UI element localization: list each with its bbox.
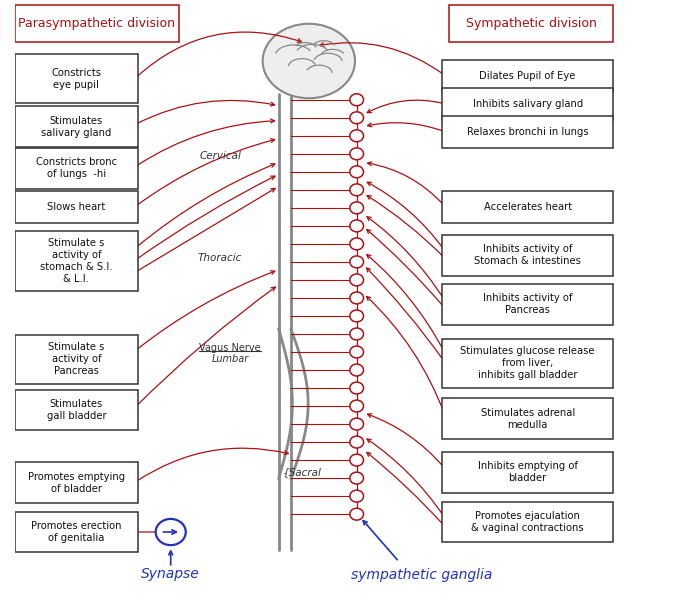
Circle shape <box>350 472 363 484</box>
Text: Stimulates glucose release
from liver,
inhibits gall bladder: Stimulates glucose release from liver, i… <box>461 346 595 380</box>
Text: Vagus Nerve: Vagus Nerve <box>199 343 261 353</box>
Circle shape <box>350 274 363 286</box>
Circle shape <box>350 508 363 520</box>
FancyBboxPatch shape <box>442 235 613 276</box>
Circle shape <box>350 382 363 394</box>
FancyBboxPatch shape <box>442 60 613 92</box>
Circle shape <box>350 256 363 268</box>
Circle shape <box>350 490 363 502</box>
FancyBboxPatch shape <box>442 284 613 325</box>
Circle shape <box>350 184 363 196</box>
Text: Sympathetic division: Sympathetic division <box>466 17 596 30</box>
Circle shape <box>350 400 363 412</box>
FancyBboxPatch shape <box>15 231 138 291</box>
Text: sympathetic ganglia: sympathetic ganglia <box>351 568 492 582</box>
Circle shape <box>350 94 363 106</box>
FancyBboxPatch shape <box>15 55 138 104</box>
Text: Lumbar: Lumbar <box>211 354 248 364</box>
Circle shape <box>350 310 363 322</box>
Text: Inhibits emptying of
bladder: Inhibits emptying of bladder <box>477 461 578 483</box>
Text: Stimulates
gall bladder: Stimulates gall bladder <box>46 399 106 421</box>
Text: Thoracic: Thoracic <box>197 253 241 263</box>
Text: Synapse: Synapse <box>141 567 200 581</box>
FancyBboxPatch shape <box>15 5 179 42</box>
Circle shape <box>350 220 363 232</box>
Circle shape <box>350 418 363 430</box>
Circle shape <box>350 292 363 304</box>
Text: Inhibits activity of
Pancreas: Inhibits activity of Pancreas <box>483 294 573 315</box>
Text: Slows heart: Slows heart <box>47 202 106 212</box>
Text: {Sacral: {Sacral <box>283 467 321 477</box>
FancyBboxPatch shape <box>442 88 613 120</box>
FancyBboxPatch shape <box>15 148 138 189</box>
FancyBboxPatch shape <box>15 191 138 223</box>
FancyBboxPatch shape <box>15 335 138 383</box>
FancyBboxPatch shape <box>442 339 613 388</box>
FancyBboxPatch shape <box>449 5 613 42</box>
Text: Dilates Pupil of Eye: Dilates Pupil of Eye <box>480 71 576 81</box>
Text: Inhibits activity of
Stomach & intestines: Inhibits activity of Stomach & intestine… <box>474 244 581 267</box>
Text: Promotes emptying
of bladder: Promotes emptying of bladder <box>28 471 125 494</box>
Circle shape <box>155 519 186 545</box>
FancyBboxPatch shape <box>442 116 613 148</box>
Circle shape <box>350 436 363 448</box>
FancyBboxPatch shape <box>442 452 613 492</box>
Text: Inhibits salivary gland: Inhibits salivary gland <box>473 99 583 109</box>
Text: Promotes erection
of genitalia: Promotes erection of genitalia <box>31 521 122 543</box>
Circle shape <box>350 328 363 340</box>
Circle shape <box>350 166 363 178</box>
Circle shape <box>350 238 363 250</box>
Text: Constricts
eye pupil: Constricts eye pupil <box>51 68 102 90</box>
Circle shape <box>350 112 363 124</box>
Ellipse shape <box>262 24 355 98</box>
Text: Constricts bronc
of lungs  -hi: Constricts bronc of lungs -hi <box>36 158 117 179</box>
FancyBboxPatch shape <box>15 389 138 430</box>
Text: Stimulate s
activity of
Pancreas: Stimulate s activity of Pancreas <box>48 342 104 376</box>
FancyBboxPatch shape <box>15 512 138 552</box>
Text: Stimulates adrenal
medulla: Stimulates adrenal medulla <box>480 408 575 429</box>
FancyBboxPatch shape <box>15 107 138 147</box>
Circle shape <box>350 454 363 466</box>
Circle shape <box>350 202 363 214</box>
FancyBboxPatch shape <box>442 191 613 223</box>
Circle shape <box>350 148 363 160</box>
Text: Accelerates heart: Accelerates heart <box>484 202 572 212</box>
Text: Stimulate s
activity of
stomach & S.I.
& L.I.: Stimulate s activity of stomach & S.I. &… <box>40 238 113 284</box>
Circle shape <box>350 130 363 142</box>
Text: Parasympathetic division: Parasympathetic division <box>18 17 175 30</box>
Text: Cervical: Cervical <box>200 152 242 161</box>
Circle shape <box>350 364 363 376</box>
FancyBboxPatch shape <box>15 462 138 503</box>
FancyBboxPatch shape <box>442 501 613 542</box>
Circle shape <box>350 346 363 358</box>
Text: Stimulates
salivary gland: Stimulates salivary gland <box>41 116 111 138</box>
FancyBboxPatch shape <box>442 398 613 439</box>
Text: Promotes ejaculation
& vaginal contractions: Promotes ejaculation & vaginal contracti… <box>471 511 584 533</box>
Text: Relaxes bronchi in lungs: Relaxes bronchi in lungs <box>467 127 589 137</box>
